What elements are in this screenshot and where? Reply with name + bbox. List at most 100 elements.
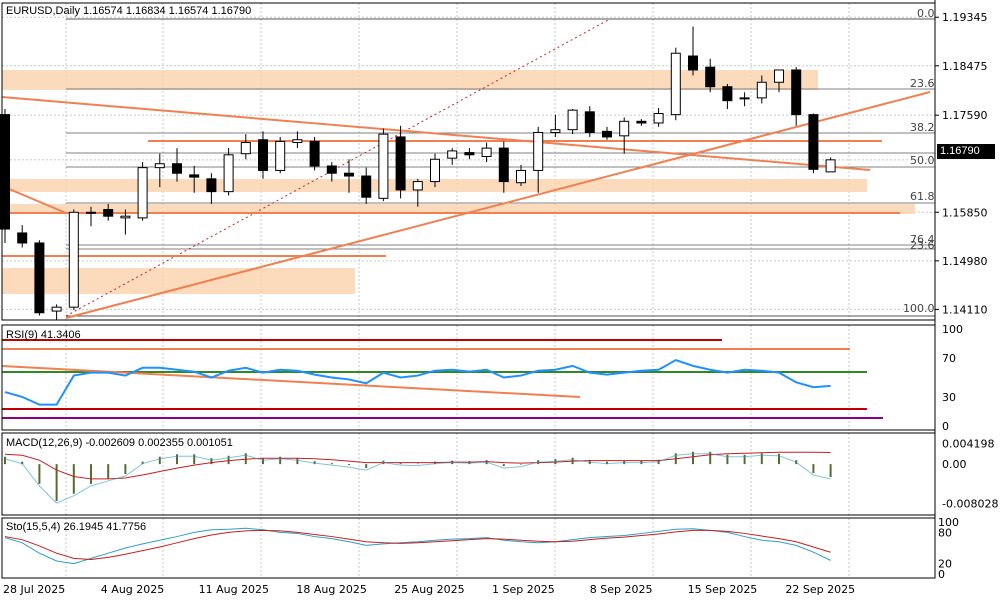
bearish-candle — [361, 175, 372, 198]
rsi-axis-tick-label: 70 — [942, 352, 956, 365]
date-axis-label: 22 Sep 2025 — [785, 583, 855, 596]
demand-zone — [2, 268, 355, 294]
date-axis-label: 1 Sep 2025 — [492, 583, 555, 596]
bearish-candle — [17, 232, 28, 244]
rsi-header: RSI(9) 41.3406 — [6, 329, 81, 341]
support-zone-lower — [2, 204, 915, 214]
bullish-candle — [292, 139, 303, 144]
bullish-candle — [275, 140, 286, 171]
macd-main-line — [4, 453, 831, 504]
date-axis-label: 8 Sep 2025 — [590, 583, 653, 596]
bullish-candle — [825, 159, 836, 173]
bullish-candle — [430, 158, 440, 183]
bullish-candle — [137, 167, 148, 219]
ascending-trendline — [65, 91, 931, 319]
bullish-candle — [533, 131, 544, 171]
descending-trendline — [1, 96, 871, 171]
rsi-axis-tick-label: 0 — [942, 420, 949, 433]
main-chart-header: EURUSD,Daily 1.16574 1.16834 1.16574 1.1… — [6, 5, 252, 17]
bearish-candle — [258, 139, 268, 171]
fibonacci-level-label: 61.8 — [910, 190, 935, 203]
fibonacci-level-label: 50.0 — [910, 154, 935, 167]
stoch-axis-tick-label: 100 — [938, 516, 959, 529]
bearish-candle — [172, 163, 182, 174]
bearish-candle — [791, 69, 802, 116]
price-axis-tick-label: 1.14980 — [942, 255, 988, 268]
date-axis-label: 4 Aug 2025 — [101, 583, 164, 596]
stoch-axis-tick-label: 0 — [938, 568, 945, 581]
bearish-candle — [722, 86, 733, 102]
bullish-candle — [68, 211, 79, 308]
bearish-candle — [808, 114, 819, 170]
bullish-candle — [378, 133, 389, 199]
price-axis-tick-label: 1.15850 — [942, 206, 988, 219]
bullish-candle — [567, 109, 578, 131]
bullish-candle — [86, 211, 96, 214]
bullish-candle — [619, 120, 630, 137]
bearish-candle — [189, 174, 200, 178]
stoch-header: Sto(15,5,4) 26.1945 41.7756 — [6, 521, 147, 533]
bullish-candle — [120, 215, 131, 219]
fibonacci-level-label: 38.2 — [910, 121, 935, 134]
macd-axis-tick-label: 0.004198 — [942, 437, 995, 450]
fibonacci-level-label: 76.4 — [910, 233, 935, 246]
bullish-candle — [516, 169, 526, 184]
bearish-candle — [309, 140, 320, 167]
bullish-candle — [653, 113, 664, 124]
bearish-candle — [103, 208, 114, 217]
bearish-candle — [206, 178, 217, 193]
bullish-candle — [51, 306, 62, 312]
bullish-candle — [756, 81, 767, 99]
bearish-candle — [584, 111, 595, 133]
bullish-candle — [223, 154, 234, 193]
fibonacci-level-label: 0.0 — [917, 7, 935, 20]
bullish-candle — [447, 150, 458, 159]
current-price-badge: 1.16790 — [937, 144, 995, 159]
bullish-candle — [739, 97, 750, 100]
fibonacci-level-label: 23.6 — [910, 239, 935, 252]
fibonacci-baseline — [65, 18, 611, 317]
bullish-candle — [154, 163, 165, 169]
date-axis-label: 25 Aug 2025 — [394, 583, 464, 596]
bullish-candle — [670, 52, 681, 116]
rsi-trendline — [1, 365, 581, 398]
bearish-candle — [705, 66, 716, 88]
date-axis-label: 18 Aug 2025 — [296, 583, 366, 596]
stoch-axis-tick-label: 80 — [938, 526, 952, 539]
bearish-candle — [344, 172, 354, 177]
macd-axis-tick-label: 0.00 — [942, 458, 967, 471]
bullish-candle — [481, 147, 492, 157]
bullish-candle — [774, 69, 784, 83]
bullish-candle — [412, 181, 423, 191]
bearish-candle — [464, 152, 475, 156]
date-axis-label: 15 Sep 2025 — [688, 583, 758, 596]
bearish-candle — [0, 114, 10, 230]
bullish-candle — [240, 142, 251, 155]
stoch-axis-tick-label: 20 — [938, 558, 952, 571]
bearish-candle — [636, 120, 647, 124]
date-axis-label: 11 Aug 2025 — [199, 583, 269, 596]
date-axis-label: 28 Jul 2025 — [3, 583, 65, 596]
macd-header: MACD(12,26,9) -0.002609 0.002355 0.00105… — [6, 437, 233, 449]
price-axis-tick-label: 1.17590 — [942, 109, 988, 122]
rsi-axis-tick-label: 30 — [942, 391, 956, 404]
price-axis-tick-label: 1.14110 — [942, 303, 988, 316]
bearish-candle — [34, 242, 45, 314]
bearish-candle — [395, 136, 406, 191]
stoch-main-line — [4, 527, 831, 565]
bearish-candle — [688, 55, 698, 71]
fibonacci-level-label: 100.0 — [903, 302, 935, 315]
price-axis-tick-label: 1.18475 — [942, 60, 988, 73]
rsi-axis-tick-label: 100 — [942, 323, 963, 336]
macd-signal-line — [4, 451, 831, 480]
macd-axis-tick-label: -0.008028 — [942, 498, 998, 511]
supply-zone — [2, 70, 818, 90]
short-trendline — [1, 185, 67, 214]
fibonacci-level-label: 23.6 — [910, 77, 935, 90]
bearish-candle — [602, 130, 612, 138]
price-axis-tick-label: 1.19345 — [942, 11, 988, 24]
bearish-candle — [498, 147, 509, 183]
rsi-line — [4, 358, 831, 406]
bearish-candle — [326, 165, 337, 174]
